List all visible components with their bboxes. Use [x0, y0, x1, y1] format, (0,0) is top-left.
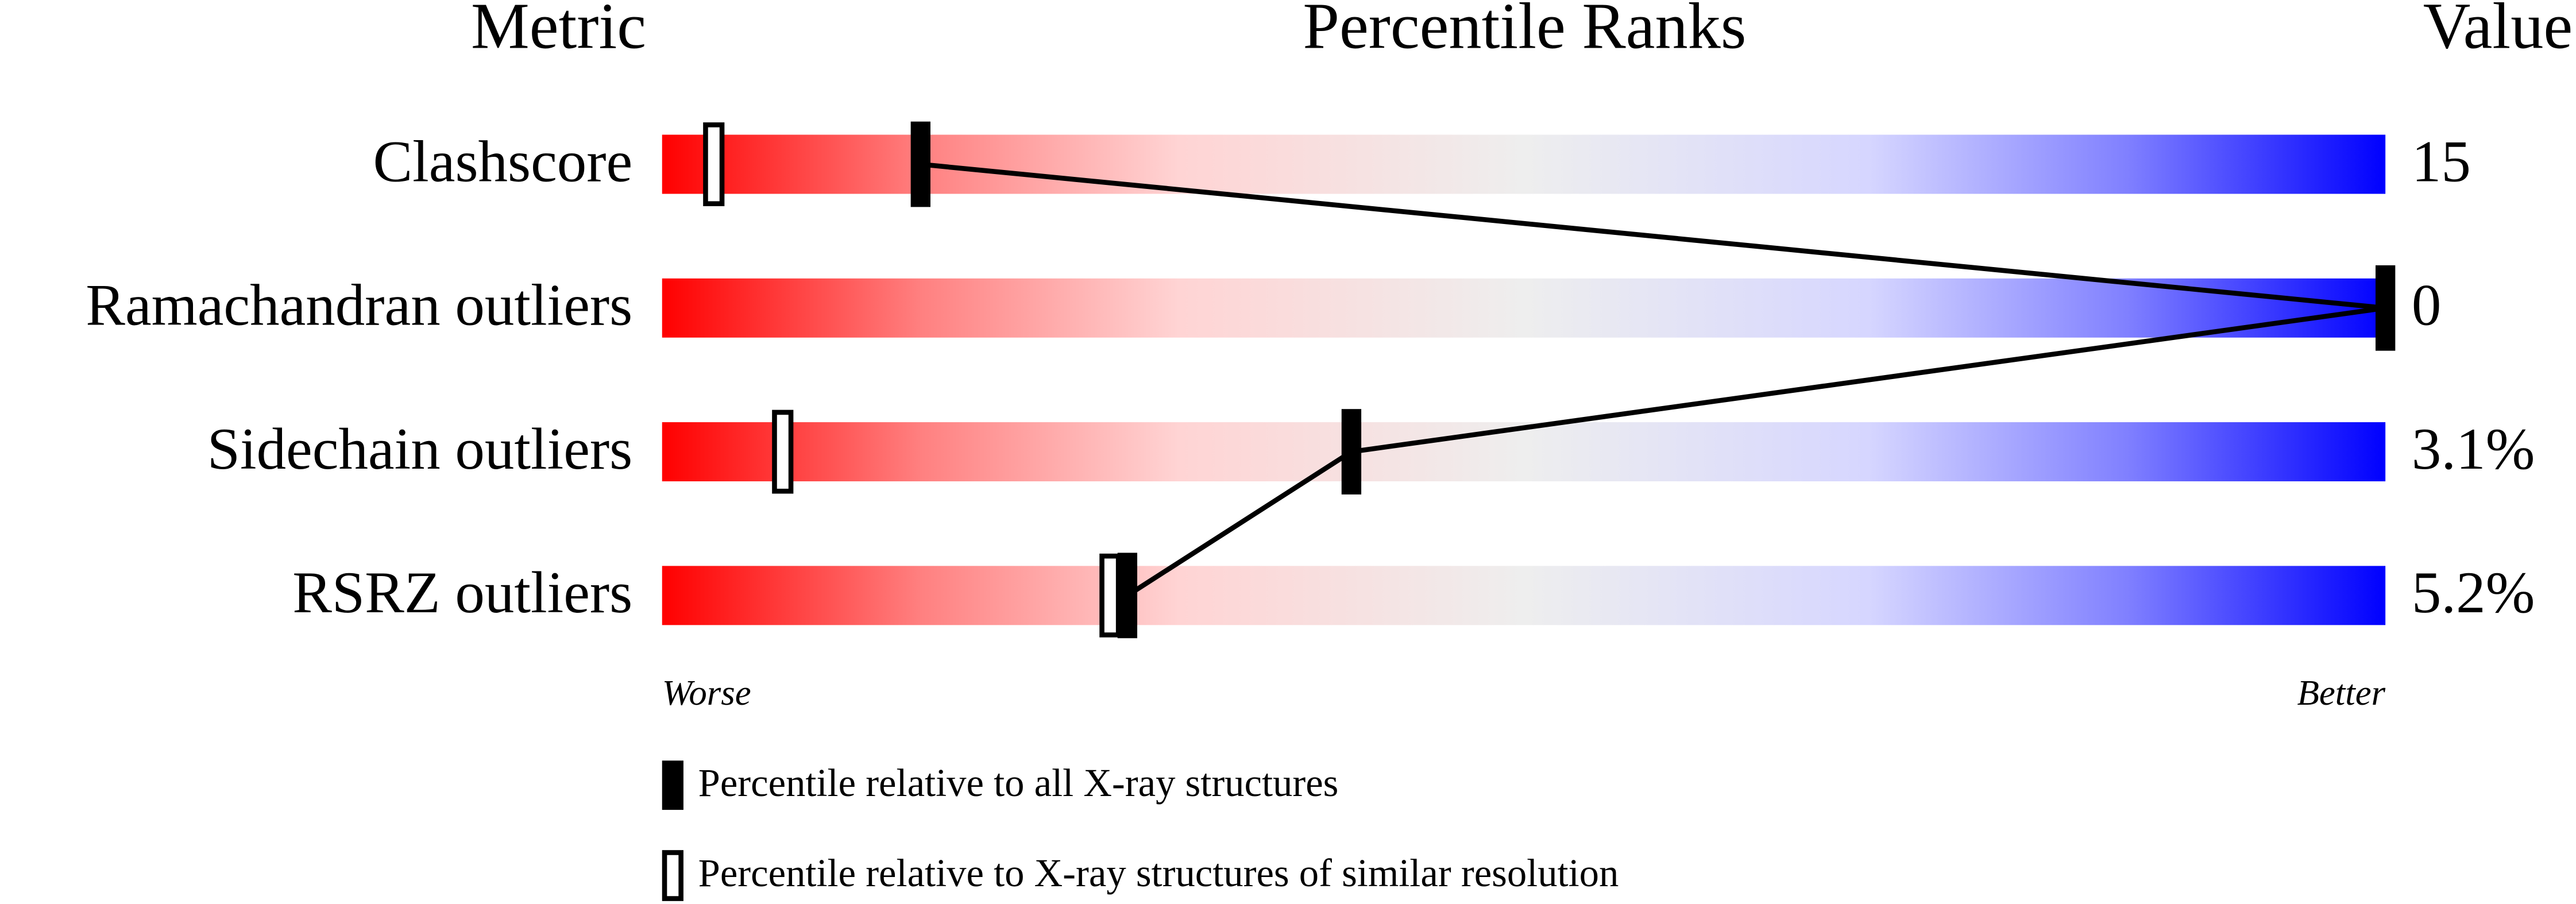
- worse-label: Worse: [662, 673, 751, 713]
- percentile-bar: [662, 278, 2386, 338]
- percentile-marker: [1341, 409, 1362, 495]
- metric-value: 5.2%: [2412, 560, 2535, 625]
- percentile-marker: [910, 121, 930, 207]
- percentile-bar: [662, 422, 2386, 482]
- percentile-marker: [2375, 265, 2396, 351]
- metric-label: Clashscore: [373, 129, 633, 194]
- percentile-marker-open: [1099, 553, 1121, 638]
- column-header: Percentile Ranks: [1303, 0, 1746, 62]
- legend-swatch: [662, 760, 683, 810]
- metric-label: RSRZ outliers: [292, 560, 632, 625]
- better-label: Better: [2297, 673, 2385, 713]
- connector-line: [920, 161, 2386, 598]
- legend-label: Percentile relative to X-ray structures …: [698, 851, 1619, 895]
- metric-value: 15: [2412, 129, 2471, 194]
- legend-label: Percentile relative to all X-ray structu…: [698, 761, 1339, 805]
- legend-swatch-open: [662, 850, 683, 901]
- percentile-marker: [1117, 553, 1138, 639]
- percentile-bar: [662, 134, 2386, 194]
- metric-value: 0: [2412, 273, 2441, 338]
- metric-label: Sidechain outliers: [207, 416, 633, 482]
- percentile-bar: [662, 566, 2386, 625]
- column-header: Metric: [471, 0, 646, 62]
- column-header: Value: [2423, 0, 2573, 62]
- metric-label: Ramachandran outliers: [86, 273, 632, 338]
- percentile-marker-open: [772, 409, 794, 494]
- percentile-marker-open: [703, 122, 725, 206]
- metric-value: 3.1%: [2412, 416, 2535, 482]
